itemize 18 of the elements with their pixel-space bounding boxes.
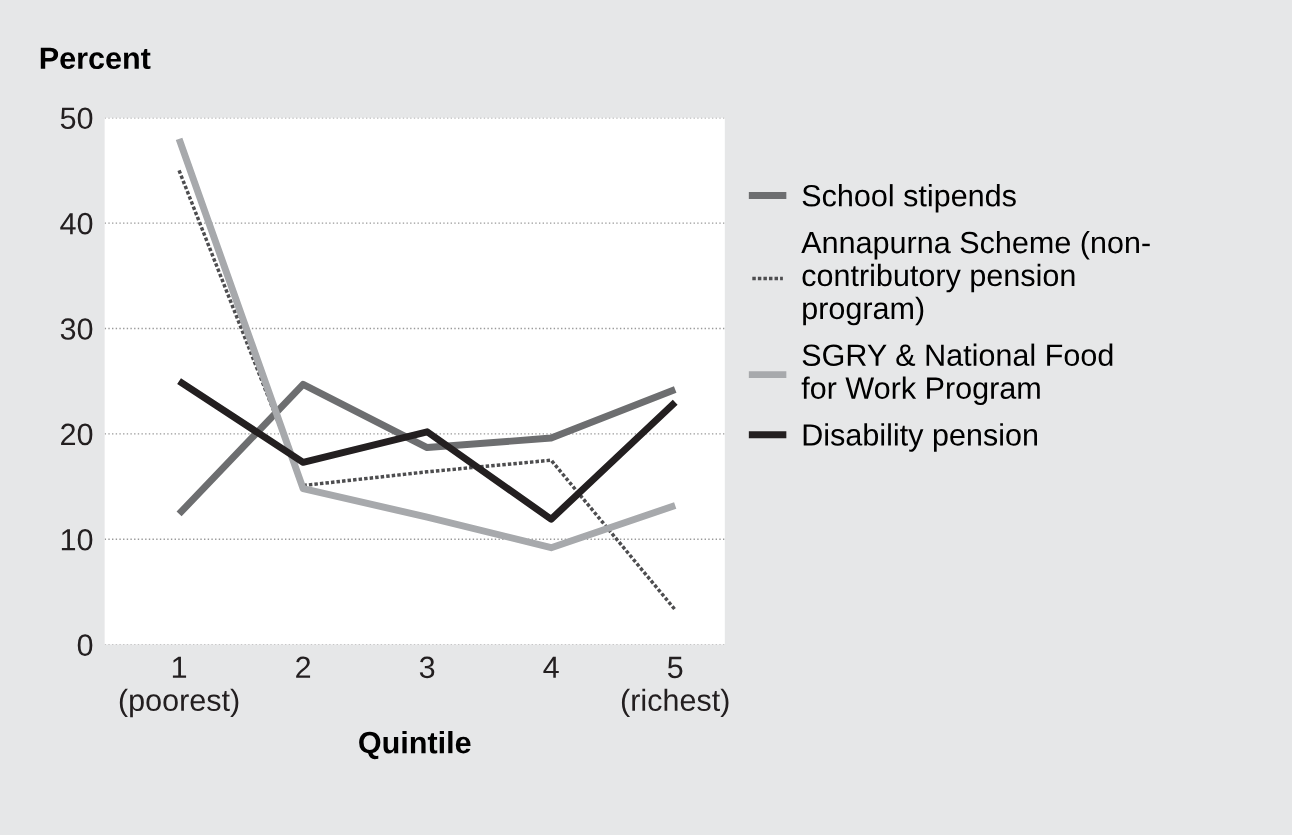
x-axis-title: Quintile bbox=[359, 731, 471, 760]
y-tick-label: 30 bbox=[60, 318, 93, 340]
legend-label: Disability pension bbox=[803, 423, 1037, 452]
y-tick-label: 40 bbox=[60, 212, 93, 235]
y-tick-label: 20 bbox=[61, 423, 93, 446]
y-tick-label: 0 bbox=[77, 634, 93, 656]
x-tick-label: 4 bbox=[543, 656, 559, 678]
x-tick-label: 2 bbox=[296, 656, 311, 678]
legend-label: School stipends bbox=[802, 184, 1016, 213]
y-tick-label: 50 bbox=[60, 107, 93, 130]
x-tick-label: 5 (richest) bbox=[621, 656, 729, 718]
y-tick-label: 10 bbox=[61, 528, 93, 551]
legend-label: SGRY & National Food for Work Program bbox=[801, 343, 1113, 405]
line-series bbox=[177, 168, 677, 612]
x-tick-label: 3 bbox=[419, 656, 435, 679]
x-tick-label: 1 (poorest) bbox=[119, 656, 239, 718]
legend-label: Annapurna Scheme (non- contributory pension program) bbox=[801, 230, 1150, 326]
y-axis-title: Percent bbox=[40, 47, 151, 70]
